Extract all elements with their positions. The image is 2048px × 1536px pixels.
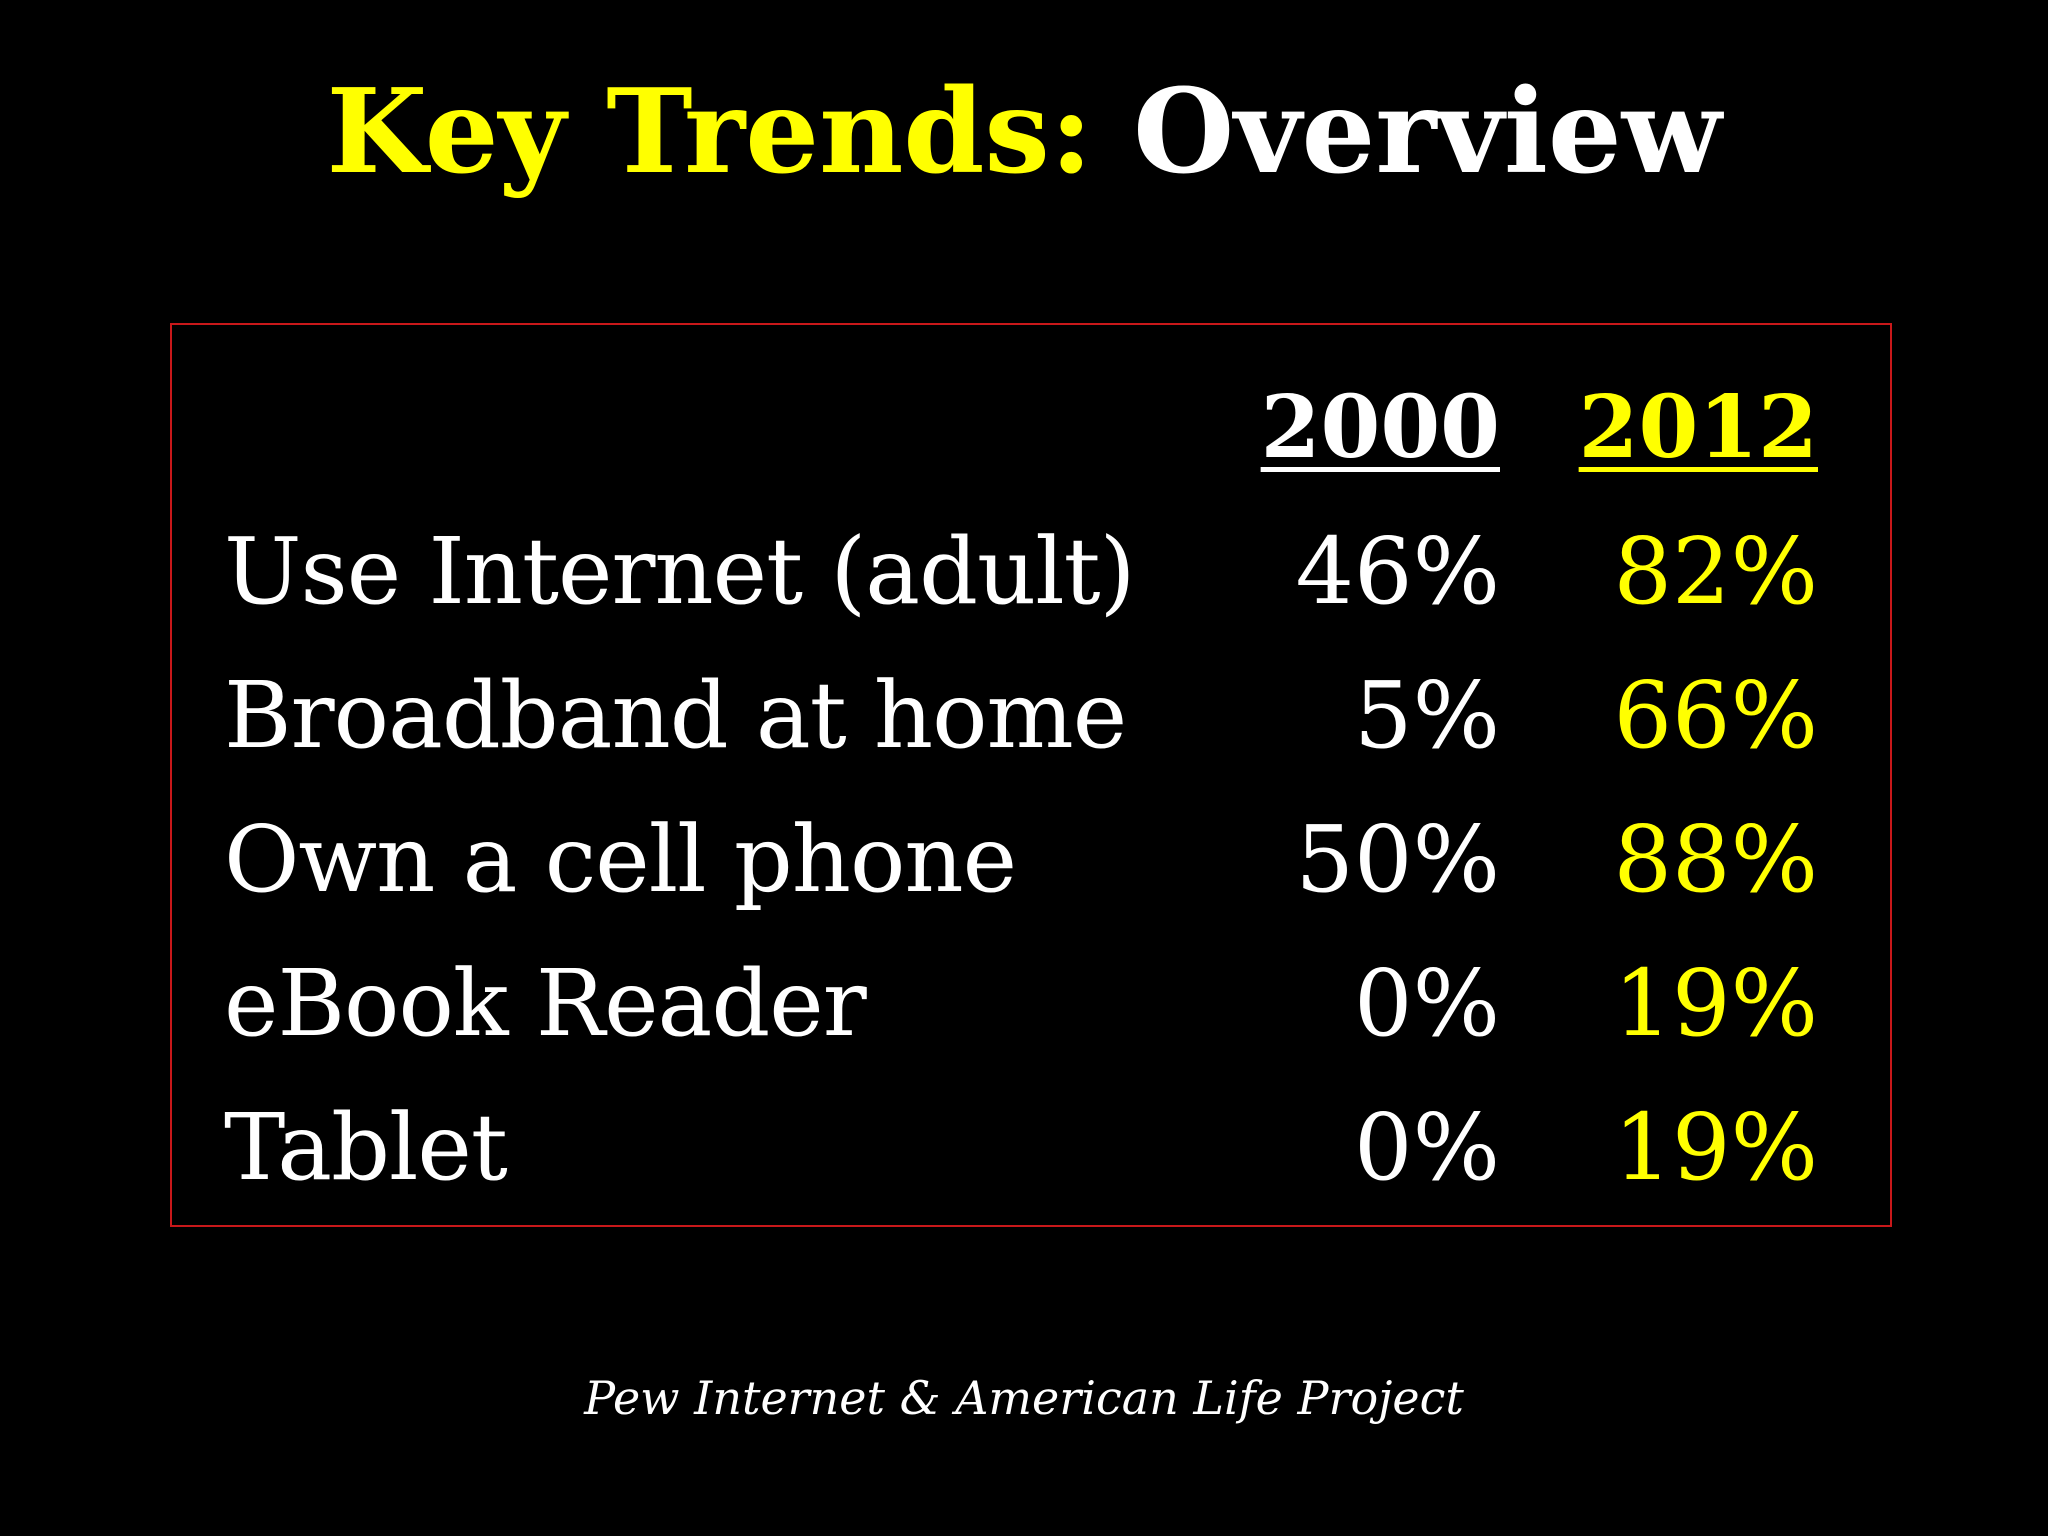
row-label: eBook Reader [224,950,867,1057]
source-credit: Pew Internet & American Life Project [584,1371,1464,1425]
value-2000: 46% [1295,518,1500,625]
value-2012: 19% [1613,950,1818,1057]
value-2000: 0% [1354,950,1500,1057]
value-2012: 88% [1613,806,1818,913]
table-row: Broadband at home 5% 66% [172,651,1890,781]
value-2000: 5% [1354,662,1500,769]
table-row: eBook Reader 0% 19% [172,939,1890,1069]
row-label: Own a cell phone [224,806,1017,913]
title-key-trends: Key Trends: [326,64,1093,200]
row-label: Use Internet (adult) [224,518,1136,625]
title-overview: Overview [1133,64,1722,200]
value-2012: 66% [1613,662,1818,769]
table-header-row: 2000 2012 [172,363,1890,493]
value-2000: 0% [1354,1094,1500,1201]
value-2000: 50% [1295,806,1500,913]
table-row: Use Internet (adult) 46% 82% [172,507,1890,637]
slide-title: Key Trends: Overview [0,62,2048,202]
trends-table: 2000 2012 Use Internet (adult) 46% 82% B… [170,323,1892,1227]
row-label: Tablet [224,1094,508,1201]
column-header-2000: 2000 [1260,377,1500,478]
row-label: Broadband at home [224,662,1127,769]
table-row: Tablet 0% 19% [172,1083,1890,1213]
column-header-2012: 2012 [1578,377,1818,478]
table-row: Own a cell phone 50% 88% [172,795,1890,925]
value-2012: 82% [1613,518,1818,625]
value-2012: 19% [1613,1094,1818,1201]
